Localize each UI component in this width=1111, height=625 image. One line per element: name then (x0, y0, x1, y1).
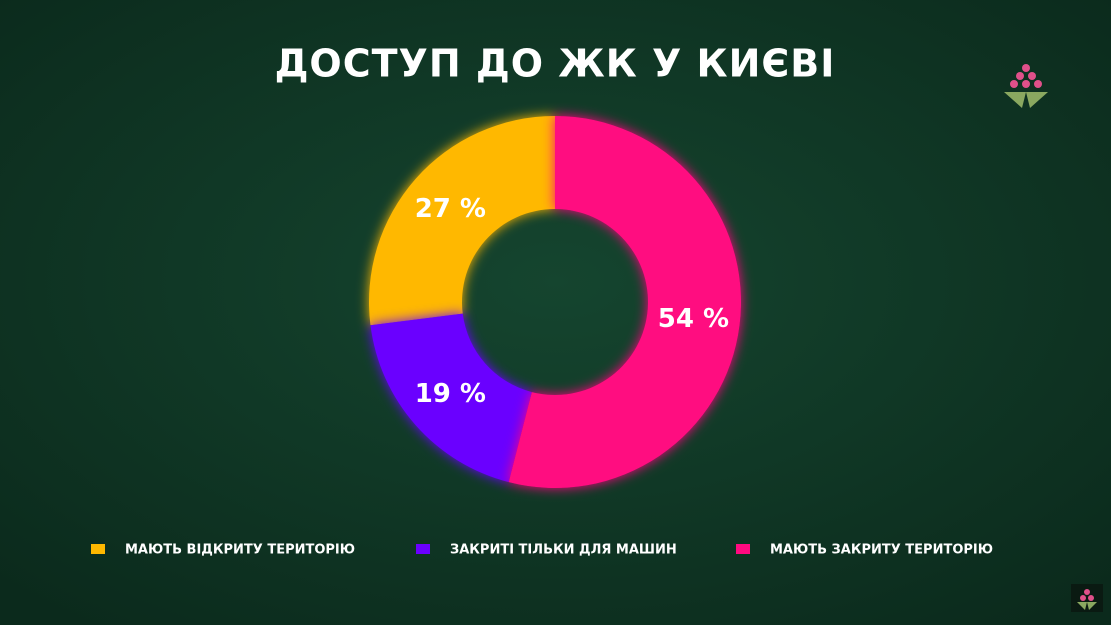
legend-swatch (416, 544, 430, 554)
chart-title: ДОСТУП ДО ЖК У КИЄВІ (275, 42, 836, 86)
legend-swatch (91, 544, 105, 554)
corner-logo (1071, 584, 1103, 612)
value-label: 27 % (415, 194, 486, 224)
legend-swatch (736, 544, 750, 554)
legend-label: МАЮТЬ ЗАКРИТУ ТЕРИТОРІЮ (770, 543, 993, 558)
donut-slice (368, 116, 555, 326)
donut-slice (508, 116, 741, 488)
legend-label: МАЮТЬ ВІДКРИТУ ТЕРИТОРІЮ (125, 543, 355, 558)
donut-slice (370, 313, 532, 483)
logo (1004, 64, 1048, 108)
value-label: 54 % (658, 304, 729, 334)
legend-label: ЗАКРИТІ ТІЛЬКИ ДЛЯ МАШИН (450, 543, 677, 558)
value-label: 19 % (415, 379, 486, 409)
